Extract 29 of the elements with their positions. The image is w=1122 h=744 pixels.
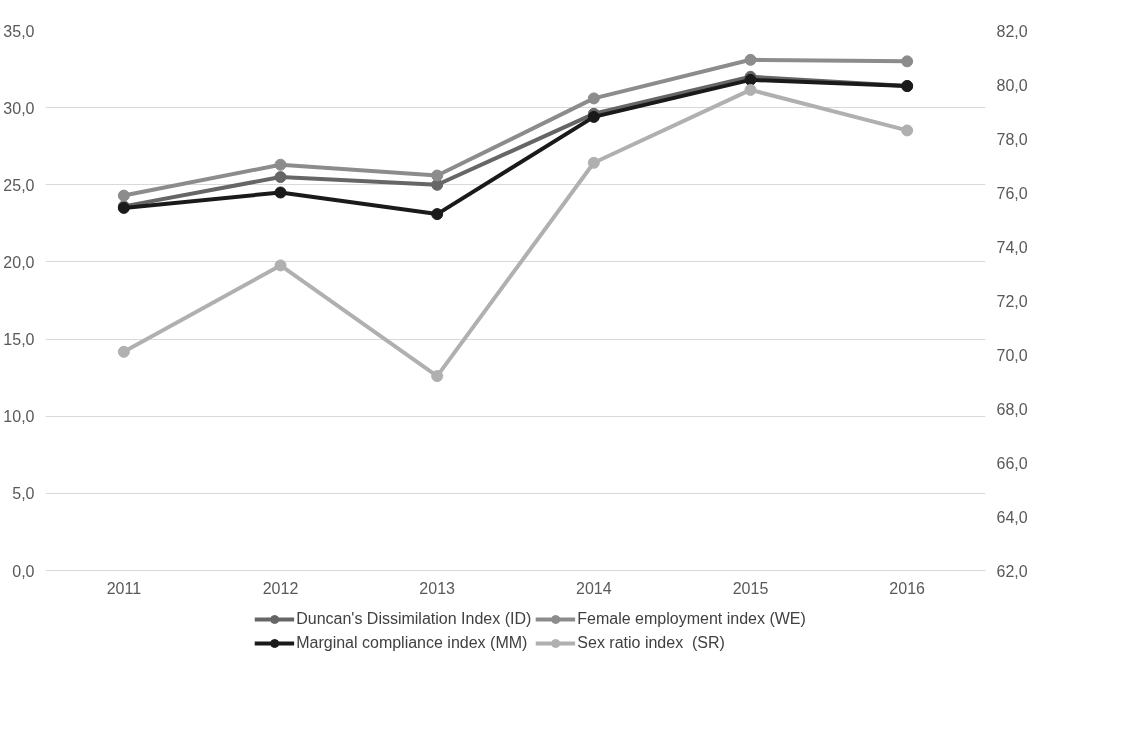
y2-tick-label: 74,0: [996, 238, 1028, 256]
y2-tick-label: 72,0: [996, 292, 1028, 310]
y2-tick-label: 76,0: [996, 184, 1028, 202]
y-tick-label: 35,0: [3, 22, 35, 40]
y-tick-label: 25,0: [3, 176, 35, 194]
y2-tick-label: 68,0: [996, 400, 1028, 418]
y2-tick-label: 70,0: [996, 346, 1028, 364]
y2-tick-label: 82,0: [996, 22, 1028, 40]
x-tick-label: 2011: [106, 579, 142, 597]
y2-tick-label: 78,0: [996, 130, 1028, 148]
y-tick-label: 0,0: [12, 562, 35, 580]
x-tick-label: 2014: [576, 579, 612, 597]
legend-label: Female employment index (WE): [577, 610, 806, 628]
x-tick-label: 2013: [419, 579, 456, 597]
x-tick-label: 2015: [732, 579, 769, 597]
y2-tick-label: 66,0: [996, 454, 1028, 472]
y2-tick-label: 80,0: [996, 76, 1028, 94]
x-tick-label: 2016: [889, 579, 926, 597]
y2-tick-label: 64,0: [996, 508, 1028, 526]
y2-tick-label: 62,0: [996, 562, 1028, 580]
y-tick-label: 15,0: [3, 331, 35, 349]
legend-label: Duncan's Dissimilation Index (ID): [296, 610, 532, 628]
y-tick-label: 10,0: [3, 408, 35, 426]
legend-label: Sex ratio index (SR): [577, 634, 725, 652]
y-tick-label: 20,0: [3, 253, 35, 271]
x-tick-label: 2012: [262, 579, 299, 597]
y-tick-label: 5,0: [12, 485, 35, 503]
y-tick-label: 30,0: [3, 99, 35, 117]
legend-label: Marginal compliance index (MM): [296, 634, 528, 652]
